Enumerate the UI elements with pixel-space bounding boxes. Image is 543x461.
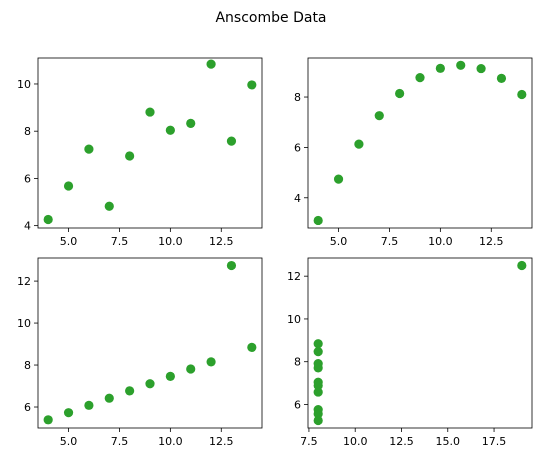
data-point [206, 59, 216, 69]
y-tick-label: 12 [287, 270, 301, 283]
subplot-grid: 5.0 7.5 10.0 12.5 4 6 8 10 5.0 7.5 10.0 12.5 4 6 8 5.0 7… [17, 57, 533, 448]
data-point [165, 371, 175, 381]
x-tick-label: 12.5 [209, 235, 234, 248]
subplot-2: 5.0 7.5 10.0 12.5 4 6 8 [294, 57, 533, 248]
x-tick-label: 7.5 [381, 235, 399, 248]
y-tick-label: 6 [24, 172, 31, 185]
data-point [104, 201, 114, 211]
data-point [313, 380, 323, 391]
data-point [145, 107, 155, 117]
x-tick-label: 7.5 [111, 435, 129, 448]
data-point [125, 386, 135, 396]
data-point [43, 415, 53, 425]
data-point [43, 214, 53, 225]
subplot-3: 5.0 7.5 10.0 12.5 6 8 10 12 [17, 257, 263, 448]
data-point [145, 379, 155, 389]
data-point [395, 88, 405, 99]
data-point [313, 347, 323, 357]
data-point [517, 89, 527, 100]
data-point [104, 393, 114, 403]
y-tick-label: 10 [287, 313, 301, 326]
data-point [165, 125, 175, 135]
data-point [313, 339, 323, 349]
subplot-1: 5.0 7.5 10.0 12.5 4 6 8 10 [17, 57, 263, 248]
data-point [435, 63, 445, 73]
data-point [63, 181, 74, 191]
data-point [517, 260, 527, 271]
data-point [496, 73, 507, 83]
x-tick-label: 15.0 [436, 435, 461, 448]
data-point [313, 387, 323, 397]
y-tick-label: 10 [17, 78, 31, 91]
x-tick-label: 5.0 [60, 435, 78, 448]
data-point [226, 260, 237, 271]
x-tick-label: 10.0 [158, 435, 183, 448]
x-tick-label: 12.5 [209, 435, 234, 448]
data-point [125, 151, 135, 161]
y-tick-label: 4 [294, 192, 301, 205]
axes-frame [37, 257, 263, 429]
data-point [354, 139, 364, 149]
y-tick-label: 8 [294, 356, 301, 369]
data-point [374, 111, 384, 121]
axes-frame [307, 57, 533, 229]
x-tick-label: 7.5 [300, 435, 318, 448]
y-tick-label: 10 [17, 317, 31, 330]
y-tick-label: 8 [294, 91, 301, 104]
y-tick-label: 6 [294, 398, 301, 411]
figure-title: Anscombe Data [215, 10, 326, 26]
x-tick-label: 17.5 [482, 435, 507, 448]
y-tick-label: 6 [294, 141, 301, 154]
data-point [63, 408, 74, 418]
y-tick-label: 8 [24, 359, 31, 372]
data-point [313, 409, 323, 419]
y-tick-label: 6 [24, 401, 31, 414]
data-point [206, 357, 216, 367]
y-tick-label: 8 [24, 125, 31, 138]
x-tick-label: 12.5 [389, 435, 414, 448]
x-tick-label: 5.0 [330, 235, 348, 248]
x-tick-label: 10.0 [428, 235, 453, 248]
data-point [415, 73, 425, 83]
x-tick-label: 12.5 [479, 235, 504, 248]
axes-frame [307, 257, 533, 429]
subplot-4: 7.5 10.0 12.5 15.0 17.5 6 8 10 12 [287, 257, 533, 448]
data-point [313, 415, 323, 426]
data-point [333, 174, 344, 184]
data-point [247, 342, 257, 353]
x-tick-label: 7.5 [111, 235, 129, 248]
data-point [226, 136, 237, 146]
x-tick-label: 5.0 [60, 235, 78, 248]
x-tick-label: 10.0 [158, 235, 183, 248]
data-point [313, 215, 323, 226]
data-point [313, 359, 323, 369]
data-point [84, 400, 94, 410]
data-point [84, 144, 94, 154]
x-tick-label: 10.0 [343, 435, 368, 448]
data-point [186, 364, 196, 374]
y-tick-label: 4 [24, 220, 31, 233]
y-tick-label: 12 [17, 275, 31, 288]
axes-frame [37, 57, 263, 229]
data-point [456, 60, 466, 70]
data-point [476, 63, 486, 74]
data-point [186, 118, 196, 129]
data-point [247, 80, 257, 90]
